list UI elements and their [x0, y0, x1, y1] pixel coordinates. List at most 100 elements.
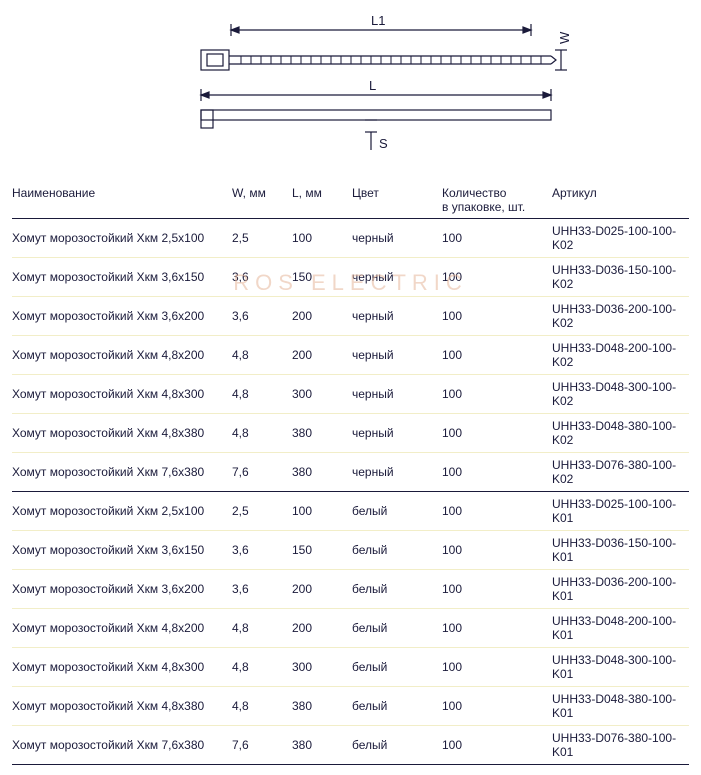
table-row: Хомут морозостойкий Хкм 4,8х3804,8380чер…	[12, 414, 689, 453]
cell-art: UHH33-D025-100-100-K01	[552, 492, 689, 531]
cell-qty: 100	[442, 648, 552, 687]
cell-w: 4,8	[232, 648, 292, 687]
cell-art: UHH33-D048-300-100-K01	[552, 648, 689, 687]
cell-qty: 100	[442, 531, 552, 570]
cell-w: 4,8	[232, 609, 292, 648]
cell-name: Хомут морозостойкий Хкм 4,8х380	[12, 414, 232, 453]
cell-qty: 100	[442, 336, 552, 375]
cell-l: 200	[292, 570, 352, 609]
cell-color: белый	[352, 531, 442, 570]
cell-art: UHH33-D048-200-100-K01	[552, 609, 689, 648]
cell-qty: 100	[442, 453, 552, 492]
cell-l: 380	[292, 453, 352, 492]
spec-table: Наименование W, мм L, мм Цвет Количество…	[12, 180, 689, 765]
cell-w: 7,6	[232, 453, 292, 492]
cell-w: 3,6	[232, 531, 292, 570]
cell-color: черный	[352, 375, 442, 414]
table-row: Хомут морозостойкий Хкм 4,8х3004,8300чер…	[12, 375, 689, 414]
table-row: Хомут морозостойкий Хкм 2,5х1002,5100чер…	[12, 219, 689, 258]
cell-qty: 100	[442, 297, 552, 336]
cell-color: черный	[352, 258, 442, 297]
cell-name: Хомут морозостойкий Хкм 4,8х380	[12, 687, 232, 726]
cell-name: Хомут морозостойкий Хкм 3,6х150	[12, 531, 232, 570]
cell-w: 2,5	[232, 219, 292, 258]
table-body-group2: Хомут морозостойкий Хкм 2,5х1002,5100бел…	[12, 492, 689, 765]
cell-l: 100	[292, 492, 352, 531]
table-row: Хомут морозостойкий Хкм 4,8х2004,8200бел…	[12, 609, 689, 648]
col-l: L, мм	[292, 180, 352, 219]
qty-line1: Количество	[442, 186, 506, 200]
cell-w: 4,8	[232, 336, 292, 375]
cell-qty: 100	[442, 492, 552, 531]
cell-art: UHH33-D076-380-100-K02	[552, 453, 689, 492]
cell-color: черный	[352, 414, 442, 453]
cell-l: 200	[292, 609, 352, 648]
col-color: Цвет	[352, 180, 442, 219]
cell-w: 3,6	[232, 258, 292, 297]
cell-color: белый	[352, 609, 442, 648]
table-header-row: Наименование W, мм L, мм Цвет Количество…	[12, 180, 689, 219]
cell-color: белый	[352, 492, 442, 531]
svg-text:W: W	[557, 31, 572, 44]
cell-art: UHH33-D036-200-100-K02	[552, 297, 689, 336]
cell-name: Хомут морозостойкий Хкм 4,8х300	[12, 648, 232, 687]
table-row: Хомут морозостойкий Хкм 3,6х2003,6200чер…	[12, 297, 689, 336]
cell-color: черный	[352, 219, 442, 258]
cell-art: UHH33-D036-150-100-K02	[552, 258, 689, 297]
col-article: Артикул	[552, 180, 689, 219]
cell-color: черный	[352, 336, 442, 375]
col-w: W, мм	[232, 180, 292, 219]
cell-qty: 100	[442, 687, 552, 726]
diagram-svg: L1 W	[111, 10, 591, 160]
cell-l: 200	[292, 297, 352, 336]
col-name: Наименование	[12, 180, 232, 219]
cell-name: Хомут морозостойкий Хкм 3,6х200	[12, 570, 232, 609]
technical-diagram: L1 W	[12, 10, 689, 160]
cell-w: 2,5	[232, 492, 292, 531]
table-row: Хомут морозостойкий Хкм 7,6х3807,6380чер…	[12, 453, 689, 492]
cell-name: Хомут морозостойкий Хкм 3,6х150	[12, 258, 232, 297]
cell-l: 150	[292, 258, 352, 297]
cell-color: белый	[352, 726, 442, 765]
cell-w: 4,8	[232, 414, 292, 453]
cell-color: черный	[352, 297, 442, 336]
cell-art: UHH33-D076-380-100-K01	[552, 726, 689, 765]
cell-qty: 100	[442, 414, 552, 453]
cell-name: Хомут морозостойкий Хкм 2,5х100	[12, 219, 232, 258]
table-row: Хомут морозостойкий Хкм 2,5х1002,5100бел…	[12, 492, 689, 531]
svg-text:L1: L1	[371, 13, 385, 28]
cell-qty: 100	[442, 609, 552, 648]
table-row: Хомут морозостойкий Хкм 4,8х3804,8380бел…	[12, 687, 689, 726]
cell-qty: 100	[442, 570, 552, 609]
cell-w: 4,8	[232, 687, 292, 726]
cell-l: 300	[292, 375, 352, 414]
cell-w: 3,6	[232, 570, 292, 609]
cell-art: UHH33-D036-200-100-K01	[552, 570, 689, 609]
cell-name: Хомут морозостойкий Хкм 2,5х100	[12, 492, 232, 531]
svg-text:L: L	[369, 78, 376, 93]
cell-name: Хомут морозостойкий Хкм 3,6х200	[12, 297, 232, 336]
cell-art: UHH33-D048-380-100-K02	[552, 414, 689, 453]
cell-l: 380	[292, 726, 352, 765]
cell-color: белый	[352, 648, 442, 687]
table-row: Хомут морозостойкий Хкм 3,6х1503,6150чер…	[12, 258, 689, 297]
cell-qty: 100	[442, 219, 552, 258]
cell-qty: 100	[442, 375, 552, 414]
cell-l: 100	[292, 219, 352, 258]
cell-w: 7,6	[232, 726, 292, 765]
cell-w: 4,8	[232, 375, 292, 414]
cell-art: UHH33-D036-150-100-K01	[552, 531, 689, 570]
cell-qty: 100	[442, 258, 552, 297]
table-row: Хомут морозостойкий Хкм 7,6х3807,6380бел…	[12, 726, 689, 765]
table-row: Хомут морозостойкий Хкм 3,6х2003,6200бел…	[12, 570, 689, 609]
cell-l: 380	[292, 414, 352, 453]
cell-l: 150	[292, 531, 352, 570]
cell-name: Хомут морозостойкий Хкм 7,6х380	[12, 726, 232, 765]
cell-art: UHH33-D048-300-100-K02	[552, 375, 689, 414]
cell-name: Хомут морозостойкий Хкм 7,6х380	[12, 453, 232, 492]
table-row: Хомут морозостойкий Хкм 4,8х2004,8200чер…	[12, 336, 689, 375]
cell-name: Хомут морозостойкий Хкм 4,8х200	[12, 609, 232, 648]
cell-color: белый	[352, 570, 442, 609]
cell-qty: 100	[442, 726, 552, 765]
cell-art: UHH33-D025-100-100-K02	[552, 219, 689, 258]
